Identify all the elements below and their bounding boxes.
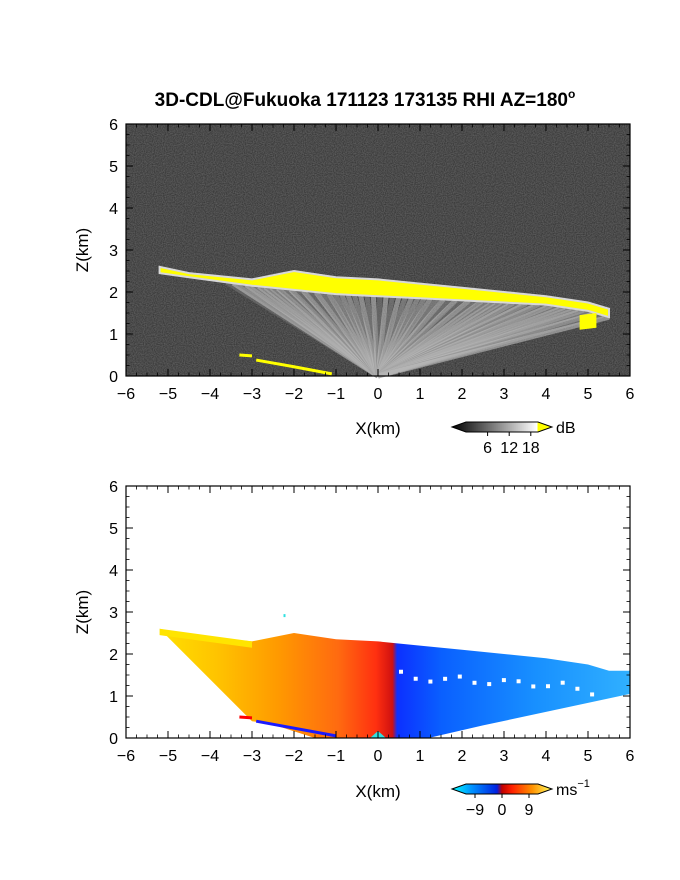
backscatter-y-tick-label: 6 bbox=[109, 117, 118, 134]
velocity-gap bbox=[575, 686, 580, 691]
velocity-y-tick-label: 5 bbox=[109, 521, 118, 538]
backscatter-cloud-fragment bbox=[579, 313, 597, 330]
backscatter-x-tick-label: 1 bbox=[416, 386, 425, 403]
velocity-gap bbox=[413, 676, 418, 681]
backscatter-beam bbox=[377, 314, 610, 379]
backscatter-x-tick-label: −4 bbox=[201, 386, 219, 403]
title-degree: o bbox=[568, 87, 575, 101]
velocity-colorbar-tick-label: 0 bbox=[498, 802, 507, 819]
backscatter-colorbar-tick-label: 12 bbox=[500, 440, 518, 457]
velocity-x-ticks: −6 −5 −4 −3 −2 −1 0 1 2 3 4 5 6 bbox=[117, 486, 635, 765]
backscatter-x-tick-label: 4 bbox=[542, 386, 551, 403]
backscatter-ground-streak bbox=[255, 358, 333, 376]
velocity-x-tick-label: −1 bbox=[327, 748, 345, 765]
velocity-x-tick-label: −3 bbox=[243, 748, 261, 765]
backscatter-y-tick-label: 0 bbox=[109, 369, 118, 386]
velocity-low-streak bbox=[239, 715, 253, 720]
velocity-colorbar-tick-label: −9 bbox=[466, 802, 484, 819]
backscatter-x-tick-label: −6 bbox=[117, 386, 135, 403]
velocity-x-tick-label: 1 bbox=[416, 748, 425, 765]
velocity-gap bbox=[560, 680, 565, 685]
backscatter-y-tick-label: 5 bbox=[109, 159, 118, 176]
velocity-x-tick-label: 6 bbox=[626, 748, 635, 765]
velocity-y-label: Z(km) bbox=[73, 590, 92, 634]
backscatter-x-tick-label: −5 bbox=[159, 386, 177, 403]
backscatter-x-ticks: −6 −5 −4 −3 −2 −1 0 1 2 3 4 5 6 bbox=[117, 124, 635, 403]
velocity-y-tick-label: 0 bbox=[109, 731, 118, 748]
backscatter-y-label: Z(km) bbox=[73, 228, 92, 272]
backscatter-y-tick-label: 1 bbox=[109, 327, 118, 344]
velocity-speck bbox=[283, 614, 286, 618]
velocity-gap bbox=[399, 669, 403, 674]
backscatter-y-tick-label: 3 bbox=[109, 243, 118, 260]
velocity-gap bbox=[531, 684, 536, 689]
velocity-ground-streak bbox=[255, 719, 337, 738]
velocity-y-tick-label: 2 bbox=[109, 647, 118, 664]
velocity-gap bbox=[516, 679, 521, 684]
velocity-gap bbox=[472, 680, 477, 685]
backscatter-x-tick-label: −3 bbox=[243, 386, 261, 403]
backscatter-x-tick-label: −2 bbox=[285, 386, 303, 403]
velocity-gap bbox=[428, 679, 433, 684]
backscatter-y-tick-label: 4 bbox=[109, 201, 118, 218]
velocity-unit-exponent: −1 bbox=[577, 778, 590, 790]
velocity-y-ticks: 0 1 2 3 4 5 6 bbox=[109, 479, 630, 748]
chart-title: 3D-CDL@Fukuoka 171123 173135 RHI AZ=180o bbox=[155, 87, 576, 111]
velocity-y-tick-label: 3 bbox=[109, 605, 118, 622]
velocity-x-tick-label: 0 bbox=[374, 748, 383, 765]
velocity-x-tick-label: −5 bbox=[159, 748, 177, 765]
velocity-x-label: X(km) bbox=[355, 782, 400, 801]
velocity-colorbar-bar bbox=[450, 783, 554, 795]
backscatter-y-tick-label: 2 bbox=[109, 285, 118, 302]
backscatter-x-tick-label: 5 bbox=[584, 386, 593, 403]
backscatter-x-label: X(km) bbox=[355, 419, 400, 438]
velocity-colorbar-unit: ms−1 bbox=[556, 778, 590, 799]
backscatter-x-tick-label: 3 bbox=[500, 386, 509, 403]
title-text: 3D-CDL@Fukuoka 171123 173135 RHI AZ=180 bbox=[155, 90, 568, 111]
backscatter-x-tick-label: 2 bbox=[458, 386, 467, 403]
velocity-colorbar-tick-label: 9 bbox=[525, 802, 534, 819]
backscatter-colorbar-tick-label: 18 bbox=[522, 440, 540, 457]
velocity-x-tick-label: 4 bbox=[542, 748, 551, 765]
velocity-gap bbox=[501, 678, 506, 683]
velocity-colorbar: −9 0 9 ms−1 bbox=[450, 778, 590, 819]
velocity-gap bbox=[546, 684, 550, 689]
velocity-y-tick-label: 4 bbox=[109, 563, 118, 580]
velocity-x-tick-label: 5 bbox=[584, 748, 593, 765]
backscatter-colorbar-tick-label: 6 bbox=[483, 440, 492, 457]
backscatter-fan bbox=[225, 280, 610, 379]
backscatter-y-ticks: 0 1 2 3 4 5 6 bbox=[109, 117, 630, 386]
backscatter-low-streak bbox=[239, 353, 253, 358]
backscatter-x-tick-label: 0 bbox=[374, 386, 383, 403]
velocity-field bbox=[159, 614, 630, 738]
velocity-x-tick-label: 3 bbox=[500, 748, 509, 765]
velocity-gap bbox=[457, 674, 462, 679]
velocity-region bbox=[159, 628, 630, 738]
backscatter-x-tick-label: −1 bbox=[327, 386, 345, 403]
backscatter-colorbar: 6 12 18 dB bbox=[450, 420, 576, 457]
velocity-x-tick-label: 2 bbox=[458, 748, 467, 765]
velocity-region-west bbox=[159, 628, 252, 648]
velocity-gap bbox=[487, 682, 492, 687]
backscatter-colorbar-bar bbox=[450, 421, 554, 433]
velocity-unit-base: ms bbox=[556, 782, 577, 799]
velocity-gap bbox=[443, 676, 448, 681]
velocity-y-tick-label: 1 bbox=[109, 689, 118, 706]
backscatter-cloud-layer bbox=[158, 265, 610, 319]
velocity-x-tick-label: −2 bbox=[285, 748, 303, 765]
backscatter-x-tick-label: 6 bbox=[626, 386, 635, 403]
velocity-gap bbox=[590, 692, 595, 697]
velocity-y-tick-label: 6 bbox=[109, 479, 118, 496]
velocity-x-tick-label: −4 bbox=[201, 748, 219, 765]
backscatter-colorbar-unit: dB bbox=[556, 420, 576, 437]
velocity-x-tick-label: −6 bbox=[117, 748, 135, 765]
backscatter-cloud bbox=[158, 265, 610, 376]
